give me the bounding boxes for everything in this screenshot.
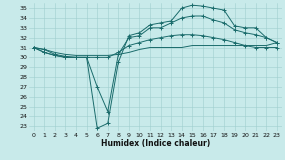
X-axis label: Humidex (Indice chaleur): Humidex (Indice chaleur) (101, 139, 210, 148)
